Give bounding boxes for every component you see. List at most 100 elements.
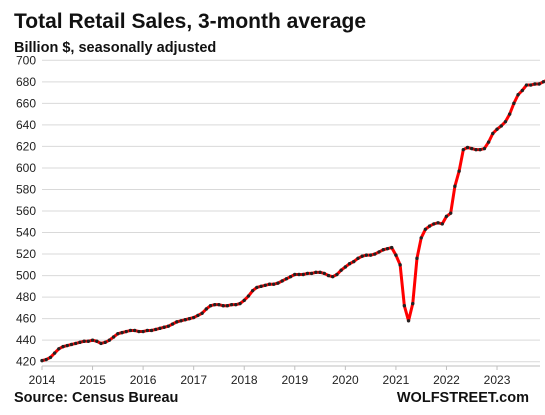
data-point	[124, 329, 128, 334]
data-point	[145, 328, 150, 333]
data-point	[377, 250, 381, 254]
data-point	[162, 325, 166, 329]
data-point	[141, 329, 145, 334]
data-point	[208, 304, 213, 308]
data-point	[86, 339, 91, 343]
data-point	[128, 328, 133, 333]
data-point	[213, 302, 217, 307]
data-point	[516, 93, 520, 97]
data-point	[40, 358, 44, 363]
data-point	[48, 355, 53, 360]
data-point	[314, 270, 318, 275]
x-tick-label: 2015	[79, 373, 106, 387]
data-point	[352, 259, 356, 264]
x-tick-label: 2014	[29, 373, 56, 387]
data-point	[385, 246, 390, 251]
y-tick-label: 620	[16, 139, 36, 153]
y-tick-label: 460	[16, 312, 36, 326]
x-tick-label: 2021	[383, 373, 410, 387]
data-point	[326, 273, 331, 278]
data-point	[69, 342, 74, 347]
data-point	[280, 279, 284, 283]
data-point	[61, 344, 65, 349]
data-point	[402, 304, 407, 308]
data-point	[166, 324, 171, 328]
data-point	[419, 236, 423, 240]
data-point	[116, 332, 120, 336]
x-tick-label: 2019	[281, 373, 308, 387]
data-point	[356, 256, 360, 261]
data-point	[503, 119, 508, 124]
data-point	[65, 343, 69, 348]
data-point	[448, 211, 453, 215]
data-point	[276, 281, 280, 285]
y-tick-label: 440	[16, 333, 36, 347]
data-point	[373, 252, 377, 256]
data-point	[411, 301, 415, 306]
y-tick-label: 700	[16, 53, 36, 67]
y-tick-label: 560	[16, 204, 36, 218]
data-point	[272, 282, 276, 286]
data-point	[478, 147, 482, 152]
data-point	[78, 340, 82, 345]
data-point	[512, 101, 516, 106]
data-point	[331, 274, 335, 279]
data-point	[200, 311, 204, 315]
source-note: Source: Census Bureau	[14, 390, 179, 406]
data-point	[234, 302, 238, 307]
data-point	[288, 274, 293, 279]
data-point	[267, 282, 272, 286]
y-tick-label: 600	[16, 161, 36, 175]
data-point	[339, 268, 343, 272]
data-point	[238, 301, 242, 306]
data-point	[495, 127, 499, 131]
data-point	[465, 145, 470, 150]
data-point	[158, 326, 162, 331]
data-point	[225, 304, 230, 308]
data-point	[44, 357, 48, 362]
data-point	[170, 322, 175, 326]
data-point	[537, 82, 541, 86]
x-tick-label: 2018	[231, 373, 258, 387]
chart-subtitle: Billion $, seasonally adjusted	[14, 40, 217, 56]
data-point	[444, 214, 449, 219]
x-tick-label: 2017	[180, 373, 207, 387]
data-point	[347, 262, 352, 266]
gridlines	[42, 59, 540, 363]
data-point	[246, 294, 251, 298]
data-point	[360, 254, 364, 258]
data-point	[250, 288, 255, 293]
data-point	[533, 82, 537, 86]
data-point	[137, 329, 141, 334]
y-tick-label: 480	[16, 290, 36, 304]
data-point	[440, 222, 444, 226]
y-tick-label: 420	[16, 355, 36, 369]
data-point	[52, 351, 57, 355]
chart-title: Total Retail Sales, 3-month average	[14, 10, 367, 33]
data-point	[529, 83, 533, 87]
data-point	[474, 147, 478, 152]
data-point	[470, 146, 474, 151]
data-point	[406, 319, 411, 323]
data-point	[99, 341, 103, 346]
data-point	[305, 271, 310, 276]
data-point	[318, 270, 322, 275]
y-tick-label: 520	[16, 247, 36, 261]
data-point	[259, 284, 263, 289]
y-tick-label: 640	[16, 118, 36, 132]
data-point	[187, 316, 192, 321]
data-point	[432, 222, 436, 226]
data-point	[82, 339, 86, 343]
data-point	[196, 313, 200, 318]
data-point	[482, 146, 487, 151]
data-point	[120, 330, 124, 335]
data-point	[293, 272, 297, 277]
data-point	[284, 277, 289, 281]
data-point	[149, 328, 154, 333]
data-point	[541, 80, 545, 84]
data-point	[461, 147, 466, 152]
axes: 420 440 460 480 500 520 540 560 580 600 620 640 660 6…	[16, 53, 540, 387]
data-point	[381, 248, 385, 252]
data-point	[436, 221, 440, 225]
